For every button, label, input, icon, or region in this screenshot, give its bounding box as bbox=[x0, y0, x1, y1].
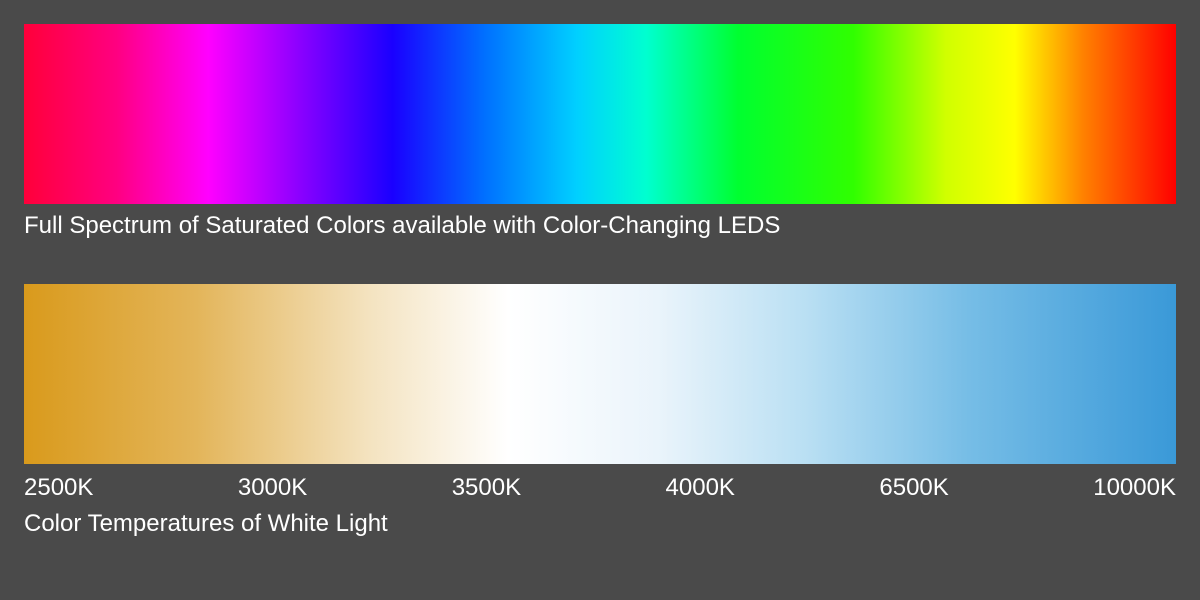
color-temp-scale: 2500K 3000K 3500K 4000K 6500K 10000K bbox=[24, 474, 1176, 502]
spectrum-caption: Full Spectrum of Saturated Colors availa… bbox=[24, 212, 1176, 240]
color-temp-tick: 4000K bbox=[666, 474, 735, 502]
color-temp-gradient-bar bbox=[24, 284, 1176, 464]
color-temp-tick: 2500K bbox=[24, 474, 93, 502]
section-gap bbox=[24, 240, 1176, 284]
color-temp-caption: Color Temperatures of White Light bbox=[24, 510, 1176, 538]
color-temp-tick: 3500K bbox=[452, 474, 521, 502]
color-temp-tick: 10000K bbox=[1093, 474, 1176, 502]
color-temp-tick: 6500K bbox=[879, 474, 948, 502]
color-temp-tick: 3000K bbox=[238, 474, 307, 502]
spectrum-gradient-bar bbox=[24, 24, 1176, 204]
